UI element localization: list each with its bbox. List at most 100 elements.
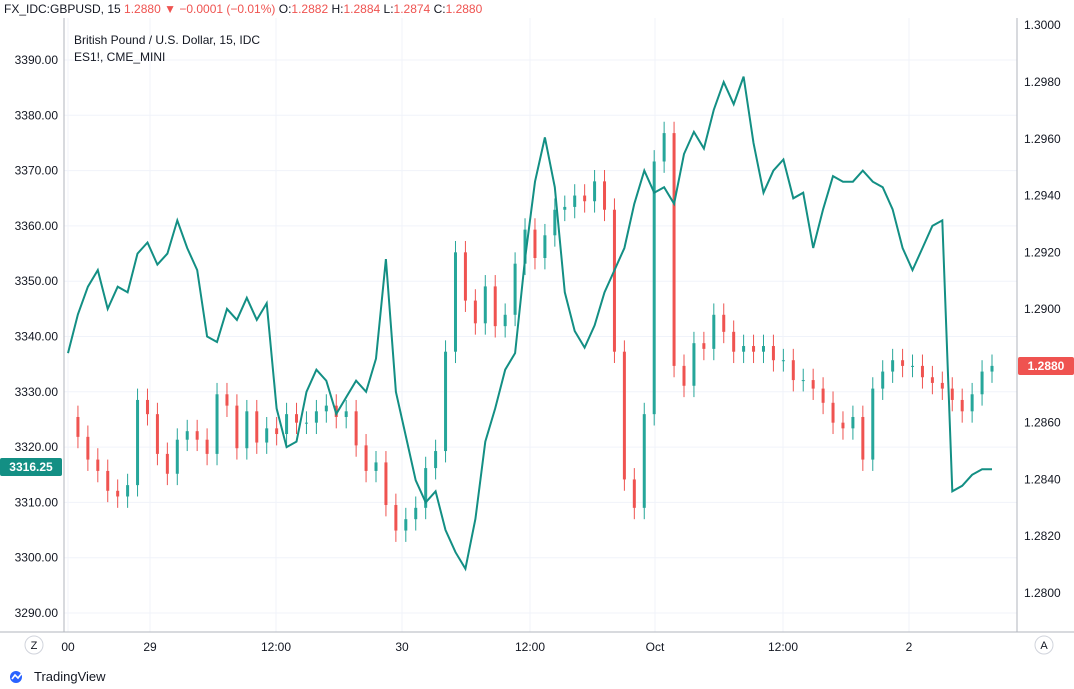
- candle: [205, 428, 209, 466]
- candle: [791, 348, 795, 392]
- candle: [891, 348, 895, 383]
- open-value: 1.2882: [291, 2, 329, 16]
- candle: [563, 195, 567, 222]
- high-value: 1.2884: [343, 2, 381, 16]
- candle: [612, 198, 616, 364]
- candle: [841, 411, 845, 440]
- candle: [444, 340, 448, 463]
- time-tick-label: 12:00: [261, 640, 291, 654]
- chart-canvas[interactable]: 3290.00 3300.00 3310.00 3320.00 3330.00 3340.…: [0, 0, 1074, 664]
- left-tick-label: 3390.00: [15, 53, 59, 67]
- chart-background: [0, 18, 1074, 664]
- candle: [314, 399, 318, 435]
- candle: [145, 388, 149, 426]
- candle: [851, 405, 855, 440]
- time-tick-label: 30: [395, 640, 409, 654]
- svg-text:Z: Z: [31, 640, 38, 652]
- candle: [712, 303, 716, 361]
- candle: [652, 150, 656, 426]
- left-tick-label: 3370.00: [15, 164, 59, 178]
- candle: [692, 331, 696, 398]
- candle: [781, 348, 785, 372]
- candle: [155, 402, 159, 466]
- left-tick-label: 3300.00: [15, 551, 59, 565]
- candle: [632, 468, 636, 520]
- candle: [215, 382, 219, 466]
- zoom-corner-button[interactable]: Z: [24, 635, 44, 655]
- overlay-series-legend[interactable]: ES1!, CME_MINI: [74, 50, 165, 64]
- candle: [503, 303, 507, 338]
- time-tick-label: 00: [61, 640, 75, 654]
- candle: [434, 439, 438, 480]
- candle: [384, 451, 388, 517]
- candle: [493, 275, 497, 338]
- candle: [285, 402, 289, 446]
- last-price: 1.2880: [124, 2, 161, 16]
- left-price-axis[interactable]: 3290.00 3300.00 3310.00 3320.00 3330.00 3340.…: [15, 53, 59, 620]
- main-series-legend[interactable]: British Pound / U.S. Dollar, 15, IDC: [74, 33, 260, 47]
- left-tick-label: 3360.00: [15, 219, 59, 233]
- candle: [76, 405, 80, 449]
- right-tick-label: 1.3000: [1024, 18, 1061, 32]
- low-label: L:: [383, 2, 394, 16]
- candle: [801, 368, 805, 392]
- candle: [960, 388, 964, 423]
- price-change: −0.0001 (−0.01%): [179, 2, 276, 16]
- es1-overlay-line: [67, 76, 992, 572]
- brand-text: TradingView: [34, 669, 106, 684]
- right-tick-label: 1.2800: [1024, 586, 1061, 600]
- candle: [304, 411, 308, 435]
- auto-scale-button[interactable]: A: [1034, 635, 1054, 655]
- time-tick-label: 29: [143, 640, 157, 654]
- candle: [642, 402, 646, 520]
- candle: [374, 451, 378, 483]
- candle: [940, 371, 944, 400]
- candle: [175, 428, 179, 486]
- candle: [593, 170, 597, 213]
- right-badge-value: 1.2880: [1028, 359, 1065, 373]
- left-tick-label: 3340.00: [15, 330, 59, 344]
- candle: [682, 354, 686, 398]
- left-price-badge: 3316.25: [0, 458, 62, 476]
- candle: [513, 252, 517, 327]
- candle: [225, 382, 229, 417]
- candle: [771, 334, 775, 372]
- left-tick-label: 3330.00: [15, 385, 59, 399]
- symbol-name[interactable]: FX_IDC:GBPUSD, 15: [4, 2, 121, 16]
- left-tick-label: 3380.00: [15, 108, 59, 122]
- candle: [980, 360, 984, 406]
- left-tick-label: 3350.00: [15, 274, 59, 288]
- candle: [275, 416, 279, 446]
- candle: [861, 405, 865, 471]
- candle: [424, 456, 428, 520]
- candle: [821, 377, 825, 415]
- candle: [265, 416, 269, 454]
- candle: [116, 479, 120, 508]
- candle: [583, 184, 587, 213]
- candle: [930, 365, 934, 395]
- grid-lines: [64, 18, 1017, 632]
- down-arrow-icon: ▼: [164, 2, 176, 16]
- candle: [354, 399, 358, 457]
- low-value: 1.2874: [393, 2, 431, 16]
- candle: [881, 360, 885, 400]
- tradingview-icon: [10, 670, 27, 683]
- candle: [553, 198, 557, 247]
- right-tick-label: 1.2900: [1024, 302, 1061, 316]
- candle: [483, 275, 487, 335]
- footer: TradingView: [0, 664, 1074, 689]
- time-axis[interactable]: 00 29 12:00 30 12:00 Oct 12:00 2: [61, 640, 912, 654]
- candle: [235, 394, 239, 460]
- candle: [732, 320, 736, 364]
- right-tick-label: 1.2840: [1024, 472, 1061, 486]
- time-tick-label: 12:00: [768, 640, 798, 654]
- candle: [702, 331, 706, 361]
- open-label: O:: [278, 2, 292, 16]
- candle: [990, 354, 994, 383]
- tradingview-logo[interactable]: TradingView: [8, 669, 106, 684]
- candle: [950, 377, 954, 412]
- left-tick-label: 3310.00: [15, 495, 59, 509]
- left-tick-label: 3290.00: [15, 606, 59, 620]
- candle: [473, 289, 477, 335]
- candle: [742, 334, 746, 364]
